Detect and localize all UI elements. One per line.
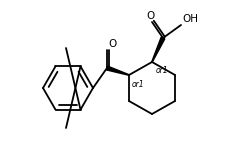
Text: O: O xyxy=(108,39,116,49)
Polygon shape xyxy=(106,66,128,75)
Text: OH: OH xyxy=(181,14,197,24)
Text: O: O xyxy=(146,11,154,21)
Text: or1: or1 xyxy=(131,80,144,89)
Polygon shape xyxy=(151,37,164,62)
Text: or1: or1 xyxy=(155,66,168,75)
